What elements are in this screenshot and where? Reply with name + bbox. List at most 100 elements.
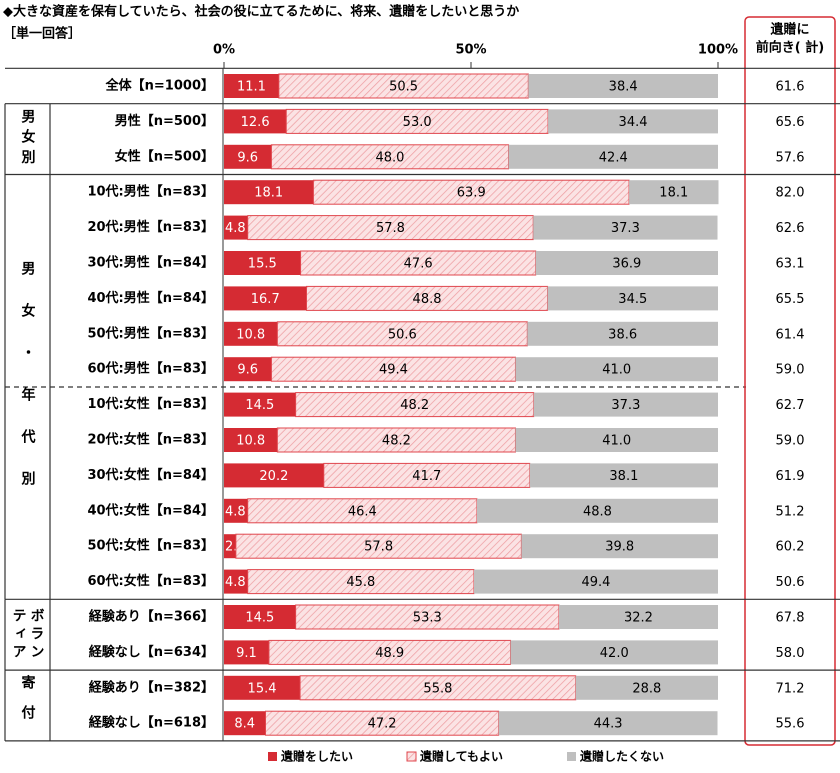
value-label: 49.4	[379, 363, 408, 378]
bar-segment	[224, 357, 272, 382]
value-label: 4.8	[225, 221, 246, 236]
value-label: 10.8	[236, 434, 265, 449]
total-value: 60.2	[776, 540, 805, 555]
bar-segment	[323, 462, 531, 488]
category-label: 40代:女性【n=84】	[87, 502, 214, 518]
category-label: 女性【n=500】	[115, 148, 214, 164]
x-tick-label: 100%	[698, 43, 738, 58]
total-value: 67.8	[776, 611, 805, 626]
x-tick-label: 0%	[213, 43, 235, 58]
total-value: 62.6	[776, 221, 805, 236]
value-label: 12.6	[241, 115, 270, 130]
value-label: 48.9	[375, 646, 404, 661]
group-label: ボランティア	[10, 607, 45, 662]
value-label: 18.1	[659, 186, 688, 201]
bar-segment	[278, 73, 529, 99]
bar-segment	[510, 640, 718, 665]
group-label-box: 男女別	[5, 104, 50, 175]
category-label: 全体【n=1000】	[105, 78, 214, 94]
legend-swatch	[406, 751, 417, 762]
value-label: 42.4	[599, 150, 628, 165]
total-value: 62.7	[776, 398, 805, 413]
value-label: 11.1	[237, 80, 266, 95]
bar-segment	[224, 286, 307, 311]
bar-segment	[224, 428, 278, 452]
value-label: 20.2	[259, 469, 288, 484]
total-header: 前向き( 計)	[756, 40, 824, 56]
group-label-box: 寄付	[5, 670, 50, 741]
bar-segment	[533, 215, 718, 240]
category-label: 10代:男性【n=83】	[87, 184, 214, 200]
chart-subtitle: ［単一回答］	[3, 26, 81, 42]
bar-segment	[295, 392, 535, 418]
value-label: 48.2	[400, 398, 429, 413]
value-label: 44.3	[594, 717, 623, 732]
value-label: 47.2	[368, 717, 397, 732]
bar-segment	[276, 427, 516, 453]
bar-segment	[235, 533, 522, 559]
value-label: 16.7	[251, 292, 280, 307]
value-label: 9.6	[237, 150, 258, 165]
value-label: 15.4	[248, 681, 277, 696]
value-label: 57.8	[364, 540, 393, 555]
bar-segment	[224, 251, 301, 275]
bar-segment	[224, 321, 278, 346]
legend-label: 遺贈してもよい	[419, 749, 503, 764]
bar-segment	[224, 498, 248, 523]
bar-segment	[473, 569, 718, 594]
category-label: 経験なし【n=618】	[89, 715, 214, 731]
value-label: 41.7	[412, 469, 441, 484]
value-label: 41.0	[602, 363, 631, 378]
bar-segment	[224, 711, 266, 736]
total-value: 58.0	[776, 646, 805, 661]
value-label: 9.6	[237, 363, 258, 378]
bar-segment	[529, 463, 718, 488]
bar-segment	[515, 357, 718, 382]
bar-segment	[548, 109, 718, 134]
group-label-box: ボランティア	[5, 599, 50, 670]
value-label: 4.8	[225, 504, 246, 519]
category-label: 30代:男性【n=84】	[87, 255, 214, 271]
bar-segment	[224, 605, 296, 629]
category-label: 50代:男性【n=83】	[87, 325, 214, 341]
value-label: 34.4	[619, 115, 648, 130]
value-label: 37.3	[611, 221, 640, 236]
value-label: 63.9	[457, 186, 486, 201]
bar-segment	[521, 534, 718, 559]
value-label: 48.2	[382, 434, 411, 449]
value-label: 48.8	[583, 504, 612, 519]
value-label: 50.5	[389, 80, 418, 95]
value-label: 38.4	[609, 80, 638, 95]
category-label: 20代:男性【n=83】	[87, 219, 214, 235]
category-label: 経験あり【n=366】	[89, 609, 214, 625]
category-label: 10代:女性【n=83】	[87, 396, 214, 412]
bar-segment	[224, 569, 248, 594]
legend-label: 遺贈をしたい	[280, 749, 353, 764]
category-label: 20代:女性【n=83】	[87, 432, 214, 448]
value-label: 36.9	[612, 257, 641, 272]
group-label: 男女・年代別	[19, 260, 36, 513]
bar-segment	[247, 498, 478, 524]
legend-label: 遺贈したくない	[579, 749, 664, 764]
value-label: 32.2	[624, 611, 653, 626]
category-label: 男性【n=500】	[115, 113, 214, 129]
value-label: 53.3	[413, 611, 442, 626]
value-label: 38.1	[609, 469, 638, 484]
bar-segment	[285, 108, 549, 134]
value-label: 18.1	[254, 186, 283, 201]
bar-segment	[247, 215, 534, 241]
value-label: 34.5	[618, 292, 647, 307]
value-label: 45.8	[346, 575, 375, 590]
total-value: 59.0	[776, 434, 805, 449]
category-label: 40代:男性【n=84】	[87, 290, 214, 306]
bar-segment	[629, 180, 719, 205]
value-label: 14.5	[245, 611, 274, 626]
bar-segment	[224, 144, 272, 169]
total-value: 61.9	[776, 469, 805, 484]
value-label: 55.8	[423, 681, 452, 696]
bar-segment	[270, 144, 510, 170]
total-value: 63.1	[776, 257, 805, 272]
bar-segment	[558, 605, 718, 629]
value-label: 28.8	[632, 681, 661, 696]
